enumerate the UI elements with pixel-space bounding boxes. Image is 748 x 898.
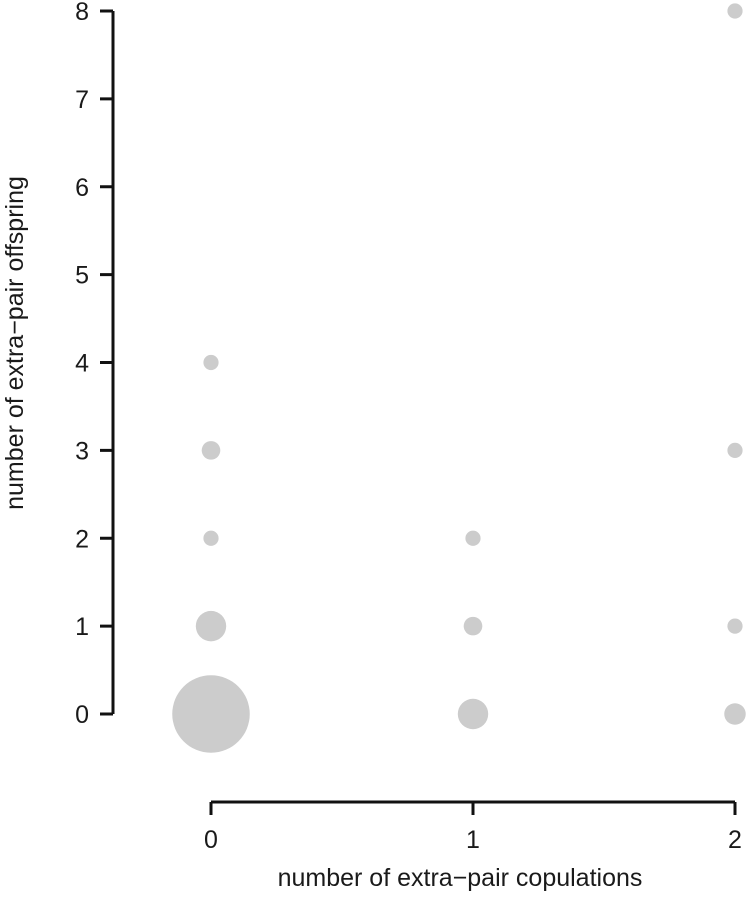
data-point	[195, 610, 227, 642]
x-axis: 0 1 2	[204, 800, 742, 854]
data-point	[457, 698, 489, 730]
y-tick-label: 5	[75, 262, 89, 290]
y-tick-label: 6	[75, 174, 89, 202]
y-tick-label: 8	[75, 0, 89, 26]
data-point	[201, 441, 221, 460]
x-tick-label: 0	[204, 826, 218, 854]
y-axis-title: number of extra−pair offspring	[1, 176, 29, 510]
points-layer	[172, 3, 746, 753]
y-tick-label: 1	[75, 613, 89, 641]
y-axis: 0 1 2 3 4 5 6 7 8	[75, 0, 115, 729]
data-point	[463, 616, 483, 636]
y-tick-label: 3	[75, 437, 89, 465]
y-tick-label: 4	[75, 350, 89, 378]
data-point	[465, 530, 481, 546]
data-point	[727, 618, 743, 634]
data-point	[203, 530, 219, 546]
data-point	[727, 3, 743, 19]
y-tick-label: 7	[75, 86, 89, 114]
x-tick-label: 1	[466, 826, 480, 854]
data-point	[724, 703, 746, 725]
data-point	[203, 354, 219, 371]
data-point	[172, 675, 250, 753]
x-tick-label: 2	[728, 826, 742, 854]
x-axis-title: number of extra−pair copulations	[278, 864, 643, 892]
data-point	[727, 442, 743, 458]
y-tick-label: 2	[75, 525, 89, 553]
y-tick-label: 0	[75, 701, 89, 729]
